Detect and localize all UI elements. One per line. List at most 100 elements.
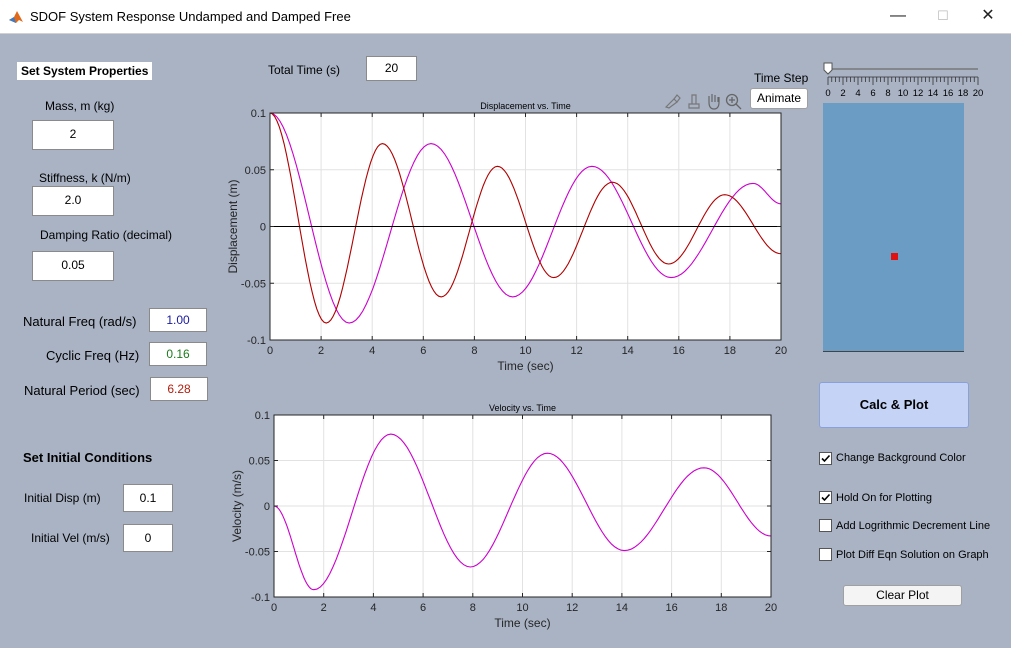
slider-tick-label: 6 [870, 88, 875, 99]
natural-period-value: 6.28 [150, 377, 208, 401]
y-tick-label: -0.05 [241, 278, 266, 290]
animation-panel [823, 103, 964, 352]
x-tick-label: 4 [369, 345, 375, 357]
natural-freq-label: Natural Freq (rad/s) [23, 314, 137, 329]
maximize-button[interactable]: ☐ [937, 8, 949, 23]
datatip-icon[interactable] [688, 94, 700, 109]
y-tick-label: 0.1 [255, 410, 270, 422]
log-decrement-checkbox[interactable] [819, 519, 832, 532]
x-tick-label: 2 [321, 602, 327, 614]
initial-vel-input[interactable]: 0 [123, 524, 173, 552]
x-tick-label: 8 [470, 602, 476, 614]
slider-tick-label: 8 [885, 88, 890, 99]
axes-toolbar [664, 93, 742, 110]
slider-thumb[interactable] [823, 62, 833, 75]
x-tick-label: 6 [420, 345, 426, 357]
series-line-0 [269, 112, 782, 324]
time-step-label: Time Step [754, 71, 809, 85]
y-tick-label: 0.1 [251, 108, 266, 120]
mass-marker [891, 253, 898, 260]
slider-tick-label: 4 [855, 88, 860, 99]
displacement-chart[interactable]: 0 2 4 6 8 10 12 14 16 18 20 -0.1 -0.05 0 0.05 0.1 Displa… [220, 95, 800, 380]
y-tick-label: -0.1 [247, 335, 266, 347]
title-bar: SDOF System Response Undamped and Damped… [0, 0, 1011, 34]
slider-tick-label: 2 [840, 88, 845, 99]
slider-tick-label: 20 [973, 88, 984, 99]
slider-tick-label: 0 [825, 88, 830, 99]
total-time-input[interactable]: 20 [366, 56, 417, 81]
cyclic-freq-value: 0.16 [149, 342, 207, 366]
y-axis-label: Displacement (m) [226, 179, 240, 273]
checkmark-icon [821, 493, 831, 502]
stiffness-input[interactable]: 2.0 [32, 186, 114, 216]
x-tick-label: 4 [370, 602, 376, 614]
mass-label: Mass, m (kg) [45, 99, 115, 113]
x-tick-label: 8 [471, 345, 477, 357]
hold-on-checkbox[interactable] [819, 491, 832, 504]
x-tick-label: 2 [318, 345, 324, 357]
x-tick-label: 14 [616, 602, 628, 614]
y-axis-label: Velocity (m/s) [230, 470, 244, 542]
animate-button[interactable]: Animate [750, 88, 808, 109]
damping-input[interactable]: 0.05 [32, 251, 114, 281]
x-tick-label: 20 [775, 345, 787, 357]
x-tick-label: 20 [765, 602, 777, 614]
x-tick-label: 16 [673, 345, 685, 357]
close-button[interactable]: ✕ [981, 7, 995, 24]
series-line-1 [269, 112, 782, 324]
x-tick-label: 16 [665, 602, 677, 614]
x-tick-label: 0 [271, 602, 277, 614]
chart-title: Displacement vs. Time [480, 101, 571, 111]
x-tick-label: 10 [516, 602, 528, 614]
x-axis-label: Time (sec) [497, 359, 553, 373]
hold-on-label: Hold On for Plotting [836, 492, 932, 504]
y-tick-label: 0 [264, 501, 270, 513]
cyclic-freq-label: Cyclic Freq (Hz) [46, 348, 140, 363]
diff-eqn-label: Plot Diff Eqn Solution on Graph [836, 549, 989, 561]
x-tick-label: 6 [420, 602, 426, 614]
slider-tick-label: 12 [913, 88, 924, 99]
zoom-in-icon[interactable] [725, 93, 742, 110]
total-time-label: Total Time (s) [268, 63, 341, 77]
log-decrement-label: Add Logrithmic Decrement Line [836, 520, 991, 532]
mass-input[interactable]: 2 [32, 120, 114, 150]
matlab-logo-icon [9, 11, 23, 23]
slider-tick-label: 10 [898, 88, 909, 99]
clear-plot-button[interactable]: Clear Plot [843, 585, 962, 606]
time-step-slider[interactable]: 0 2 4 6 8 10 12 14 16 18 20 [820, 60, 990, 100]
change-background-label: Change Background Color [836, 452, 966, 464]
initial-vel-label: Initial Vel (m/s) [31, 531, 110, 545]
initial-conditions-header: Set Initial Conditions [23, 450, 153, 465]
x-tick-label: 14 [622, 345, 634, 357]
slider-tick-label: 14 [928, 88, 939, 99]
y-tick-label: 0.05 [245, 165, 266, 177]
initial-disp-input[interactable]: 0.1 [123, 484, 173, 512]
window-title: SDOF System Response Undamped and Damped… [30, 9, 351, 24]
slider-tick-label: 18 [958, 88, 969, 99]
x-tick-label: 0 [267, 345, 273, 357]
calc-plot-button[interactable]: Calc & Plot [819, 382, 969, 428]
x-tick-label: 12 [570, 345, 582, 357]
y-tick-label: -0.05 [245, 547, 270, 559]
damping-label: Damping Ratio (decimal) [40, 228, 173, 242]
system-properties-header: Set System Properties [17, 62, 153, 80]
minimize-button[interactable]: — [890, 7, 906, 24]
brush-icon[interactable] [664, 94, 681, 109]
stiffness-label: Stiffness, k (N/m) [39, 171, 131, 185]
pan-icon[interactable] [708, 94, 720, 110]
x-axis-label: Time (sec) [494, 616, 550, 630]
series-line-0 [273, 433, 772, 591]
initial-disp-label: Initial Disp (m) [24, 491, 101, 505]
x-tick-label: 18 [715, 602, 727, 614]
y-tick-label: 0.05 [249, 456, 270, 468]
x-tick-label: 18 [724, 345, 736, 357]
slider-tick-label: 16 [943, 88, 954, 99]
checkmark-icon [821, 454, 831, 463]
x-tick-label: 12 [566, 602, 578, 614]
natural-period-label: Natural Period (sec) [24, 383, 140, 398]
velocity-chart[interactable]: 0 2 4 6 8 10 12 14 16 18 20 -0.1 -0.05 0 0.05 0.1 Veloci… [220, 398, 800, 638]
y-tick-label: 0 [260, 222, 266, 234]
diff-eqn-checkbox[interactable] [819, 548, 832, 561]
change-background-checkbox[interactable] [819, 452, 832, 465]
chart-title: Velocity vs. Time [489, 403, 556, 413]
